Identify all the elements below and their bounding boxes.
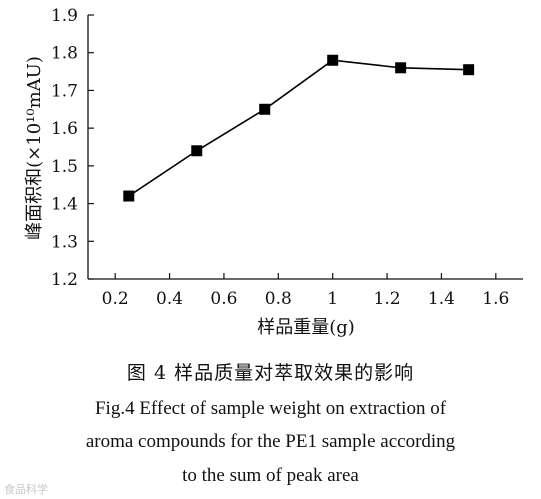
series-markers — [123, 54, 475, 202]
y-ticks: 1.2 1.3 1.4 1.5 1.6 1.7 1.8 1.9 — [51, 6, 94, 290]
x-tick-label: 0.8 — [265, 289, 292, 309]
x-tick-label: 0.6 — [210, 289, 237, 309]
y-tick-label: 1.2 — [51, 270, 78, 290]
y-tick-label: 1.4 — [51, 195, 78, 215]
y-tick-label: 1.3 — [51, 232, 78, 252]
x-tick-label: 1.4 — [428, 289, 455, 309]
figure-caption-english-line-3: to the sum of peak area — [182, 465, 359, 486]
x-ticks: 0.2 0.4 0.6 0.8 1 1.2 1.4 1.6 — [102, 273, 509, 309]
x-tick-label: 1 — [327, 289, 338, 309]
data-point-marker — [191, 145, 203, 157]
watermark: 食品科学 — [4, 483, 48, 496]
y-tick-label: 1.9 — [51, 6, 78, 26]
x-tick-label: 1.6 — [482, 289, 509, 309]
figure-caption-english-line-1: Fig.4 Effect of sample weight on extract… — [94, 398, 447, 419]
y-tick-label: 1.7 — [51, 81, 78, 101]
figure-caption-english-line-2: aroma compounds for the PE1 sample accor… — [85, 431, 456, 452]
data-point-marker — [395, 62, 407, 74]
data-point-marker — [123, 190, 135, 202]
chart: 1.2 1.3 1.4 1.5 1.6 1.7 1.8 1.9 0.2 0.4 0.6 0.8 1 1.… — [24, 6, 523, 338]
x-axis-title: 样品重量(g) — [257, 317, 355, 338]
x-tick-label: 0.2 — [102, 289, 129, 309]
figure-caption-chinese: 图 4 样品质量对萃取效果的影响 — [126, 362, 415, 384]
y-tick-label: 1.6 — [51, 119, 78, 139]
series-line — [128, 59, 469, 197]
y-tick-label: 1.8 — [51, 44, 78, 64]
x-tick-label: 0.4 — [156, 289, 183, 309]
y-axis-title: 峰面积和(×10¹⁰mAU) — [24, 56, 45, 240]
axes — [87, 15, 523, 280]
data-point-marker — [259, 103, 271, 115]
data-point-marker — [463, 64, 475, 76]
data-point-marker — [327, 54, 339, 66]
x-tick-label: 1.2 — [374, 289, 401, 309]
series-polyline — [128, 59, 469, 197]
y-tick-label: 1.5 — [51, 157, 78, 177]
